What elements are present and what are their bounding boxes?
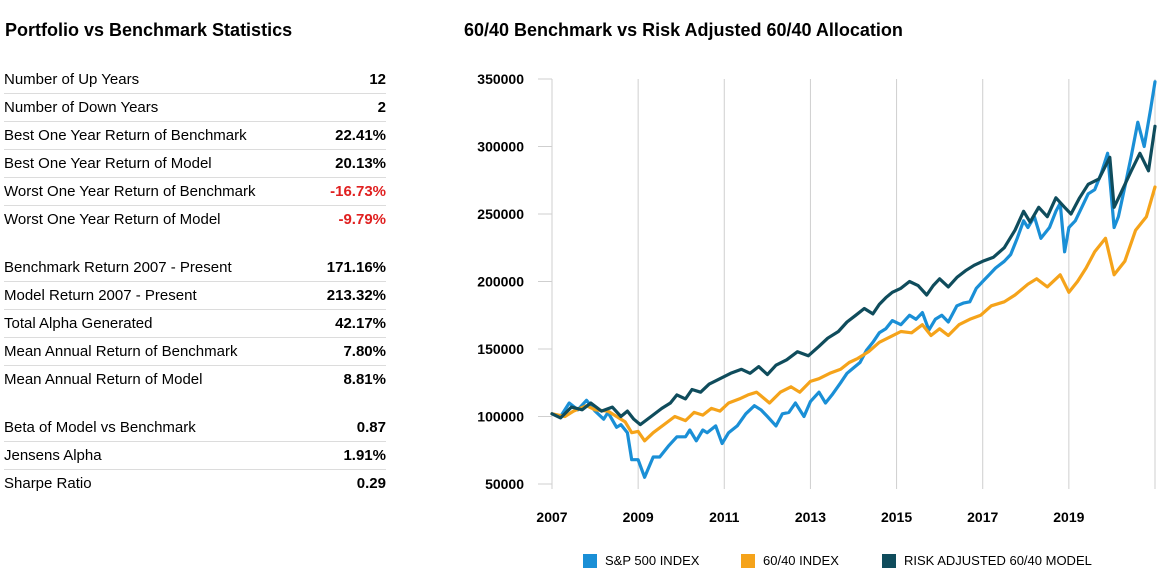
y-tick-label: 250000 <box>477 206 524 222</box>
stat-label: Total Alpha Generated <box>4 315 153 332</box>
y-tick-label: 50000 <box>485 476 524 492</box>
x-tick-label: 2015 <box>881 509 912 525</box>
stat-row: Jensens Alpha 1.91% <box>4 442 386 470</box>
stat-label: Model Return 2007 - Present <box>4 287 197 304</box>
sp500-line <box>550 80 1157 479</box>
stat-label: Mean Annual Return of Model <box>4 371 203 388</box>
x-tick-label: 2013 <box>795 509 826 525</box>
y-tick-label: 150000 <box>477 341 524 357</box>
legend-item-sixty-forty: 60/40 INDEX <box>741 553 839 568</box>
y-tick-label: 300000 <box>477 139 524 155</box>
stat-row: Number of Up Years 12 <box>4 66 386 94</box>
stat-row: Sharpe Ratio 0.29 <box>4 470 386 497</box>
x-tick-label: 2019 <box>1053 509 1084 525</box>
stats-group-2: Benchmark Return 2007 - Present 171.16% Mo… <box>4 254 386 393</box>
stat-value: 20.13% <box>335 155 386 172</box>
stat-label: Beta of Model vs Benchmark <box>4 419 196 436</box>
stat-row: Mean Annual Return of Model 8.81% <box>4 366 386 393</box>
stat-row: Model Return 2007 - Present 213.32% <box>4 282 386 310</box>
x-tick-label: 2017 <box>967 509 998 525</box>
stat-row: Worst One Year Return of Model -9.79% <box>4 206 386 233</box>
stat-label: Best One Year Return of Model <box>4 155 212 172</box>
stat-value: 12 <box>369 71 386 88</box>
stat-value: 213.32% <box>326 287 386 304</box>
sixty-forty-line <box>550 185 1157 443</box>
stat-value: 42.17% <box>335 315 386 332</box>
stat-row: Worst One Year Return of Benchmark -16.73… <box>4 178 386 206</box>
stats-group-1: Number of Up Years 12 Number of Down Years… <box>4 66 386 233</box>
legend-item-model: RISK ADJUSTED 60/40 MODEL <box>882 553 1092 568</box>
stat-label: Best One Year Return of Benchmark <box>4 127 247 144</box>
stat-row: Best One Year Return of Model 20.13% <box>4 150 386 178</box>
legend-swatch-sp500 <box>583 553 597 568</box>
stat-label: Jensens Alpha <box>4 447 102 464</box>
legend-label-sixty-forty: 60/40 INDEX <box>763 553 839 568</box>
stat-value: 2 <box>377 99 386 116</box>
legend-swatch-sixty-forty <box>741 553 755 568</box>
stat-row: Total Alpha Generated 42.17% <box>4 310 386 338</box>
x-tick-label: 2007 <box>536 509 567 525</box>
x-tick-label: 2009 <box>623 509 654 525</box>
stat-label: Mean Annual Return of Benchmark <box>4 343 238 360</box>
y-tick-label: 200000 <box>477 274 524 290</box>
legend-item-sp500: S&P 500 INDEX <box>583 553 699 568</box>
stat-value: -16.73% <box>330 183 386 200</box>
stat-row: Benchmark Return 2007 - Present 171.16% <box>4 254 386 282</box>
stat-label: Sharpe Ratio <box>4 475 92 492</box>
legend-label-model: RISK ADJUSTED 60/40 MODEL <box>904 553 1092 568</box>
chart-title: 60/40 Benchmark vs Risk Adjusted 60/40 A… <box>464 20 903 40</box>
stat-value: 7.80% <box>343 343 386 360</box>
stats-title: Portfolio vs Benchmark Statistics <box>5 20 293 40</box>
stat-value: -9.79% <box>338 211 386 228</box>
stat-row: Number of Down Years 2 <box>4 94 386 122</box>
y-tick-label: 100000 <box>477 409 524 425</box>
legend-label-sp500: S&P 500 INDEX <box>605 553 700 568</box>
stat-row: Beta of Model vs Benchmark 0.87 <box>4 414 386 442</box>
stat-label: Number of Down Years <box>4 99 159 116</box>
stat-value: 0.87 <box>356 419 386 436</box>
stat-value: 8.81% <box>343 371 386 388</box>
stat-value: 171.16% <box>326 259 386 276</box>
stats-group-3: Beta of Model vs Benchmark 0.87 Jensens Al… <box>4 414 386 497</box>
stat-value: 1.91% <box>343 447 386 464</box>
stat-row: Mean Annual Return of Benchmark 7.80% <box>4 338 386 366</box>
x-tick-label: 2011 <box>709 509 740 525</box>
legend-swatch-model <box>882 553 896 568</box>
stat-label: Benchmark Return 2007 - Present <box>4 259 232 276</box>
stat-label: Number of Up Years <box>4 71 140 88</box>
stat-value: 0.29 <box>356 475 386 492</box>
y-tick-label: 350000 <box>477 71 524 87</box>
stat-label: Worst One Year Return of Benchmark <box>4 183 256 200</box>
stat-value: 22.41% <box>335 127 386 144</box>
stat-row: Best One Year Return of Benchmark 22.41% <box>4 122 386 150</box>
model-line <box>550 124 1157 427</box>
stat-label: Worst One Year Return of Model <box>4 211 221 228</box>
